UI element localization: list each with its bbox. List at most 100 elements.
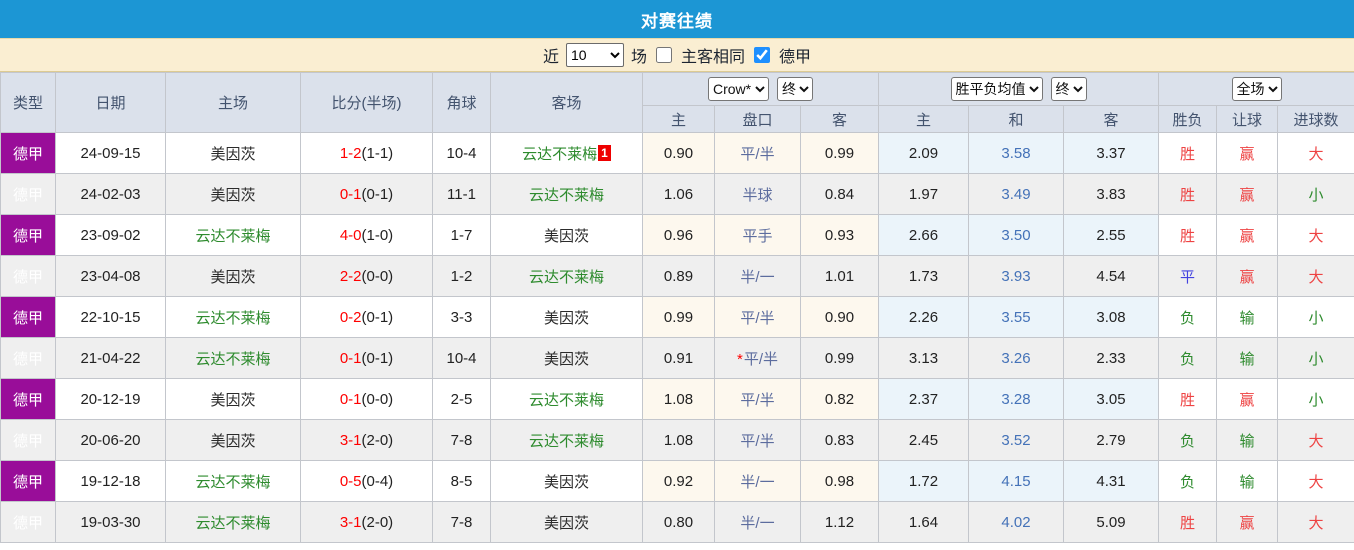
handicap-cell: *平/半 bbox=[714, 337, 801, 379]
table-row: 德甲 24-09-15 美因茨 1-2(1-1) 10-4 云达不莱梅 1 0.9… bbox=[0, 132, 1354, 174]
score-cell: 2-2(0-0) bbox=[300, 255, 433, 297]
league-checkbox[interactable] bbox=[754, 47, 771, 63]
col-header-away: 客场 bbox=[490, 72, 643, 133]
corners-cell: 10-4 bbox=[432, 132, 491, 174]
league-cell: 德甲 bbox=[0, 419, 56, 461]
col-header-ah-away: 客 bbox=[800, 105, 879, 133]
handicap-result-cell: 赢 bbox=[1216, 214, 1279, 256]
date-cell: 19-03-30 bbox=[55, 501, 166, 543]
odds-away-cell: 3.08 bbox=[1062, 296, 1160, 338]
away-team-cell: 云达不莱梅 bbox=[490, 173, 643, 215]
fulltime-score: 4-0 bbox=[339, 226, 362, 244]
handicap-result-cell: 赢 bbox=[1216, 132, 1279, 174]
ah-home-odds-cell: 0.91 bbox=[642, 337, 715, 379]
ah-home-odds-cell: 0.99 bbox=[642, 296, 715, 338]
corners-cell: 1-2 bbox=[432, 255, 491, 297]
table-row: 德甲 24-02-03 美因茨 0-1(0-1) 11-1 云达不莱梅 1.06… bbox=[0, 173, 1354, 215]
handicap-text: 平/半 bbox=[740, 145, 775, 163]
ah-away-odds-cell: 0.99 bbox=[800, 132, 879, 174]
col-header-home: 主场 bbox=[165, 72, 301, 133]
corners-cell: 7-8 bbox=[432, 419, 491, 461]
fulltime-score: 0-1 bbox=[339, 390, 362, 408]
odds-type-select[interactable]: 胜平负均值 bbox=[950, 77, 1043, 101]
odds-away-cell: 3.37 bbox=[1062, 132, 1160, 174]
odds-draw-cell: 3.58 bbox=[968, 132, 1064, 174]
halftime-score: (0-0) bbox=[361, 390, 394, 408]
ah-home-odds-cell: 0.90 bbox=[642, 132, 715, 174]
odds-draw-cell: 4.15 bbox=[968, 460, 1064, 502]
odds-away-cell: 3.05 bbox=[1062, 378, 1160, 420]
goals-result-cell: 大 bbox=[1277, 132, 1354, 174]
away-team-name: 云达不莱梅 bbox=[528, 391, 604, 409]
table-row: 德甲 19-12-18 云达不莱梅 0-5(0-4) 8-5 美因茨 0.92 … bbox=[0, 460, 1354, 502]
result-cell: 胜 bbox=[1158, 501, 1218, 543]
odds-home-cell: 3.13 bbox=[878, 337, 969, 379]
table-row: 德甲 20-12-19 美因茨 0-1(0-0) 2-5 云达不莱梅 1.08 … bbox=[0, 378, 1354, 420]
fulltime-score: 1-2 bbox=[339, 144, 362, 162]
corners-cell: 10-4 bbox=[432, 337, 491, 379]
league-cell: 德甲 bbox=[0, 501, 56, 543]
corners-cell: 11-1 bbox=[432, 173, 491, 215]
same-venue-checkbox[interactable] bbox=[656, 47, 672, 63]
halftime-score: (0-1) bbox=[361, 349, 394, 367]
league-cell: 德甲 bbox=[0, 337, 56, 379]
handicap-text: 平手 bbox=[742, 227, 773, 245]
odds-home-cell: 2.37 bbox=[878, 378, 969, 420]
league-cell: 德甲 bbox=[0, 132, 56, 174]
odds-away-cell: 5.09 bbox=[1062, 501, 1160, 543]
halftime-score: (0-4) bbox=[361, 472, 394, 490]
home-team-cell: 云达不莱梅 bbox=[165, 460, 301, 502]
odds-home-cell: 2.66 bbox=[878, 214, 969, 256]
page-title: 对赛往绩 bbox=[0, 0, 1354, 38]
away-team-name: 美因茨 bbox=[543, 473, 589, 491]
fulltime-score: 0-2 bbox=[339, 308, 362, 326]
handicap-text: 半/一 bbox=[740, 514, 775, 532]
halftime-score: (0-1) bbox=[361, 308, 394, 326]
table-row: 德甲 19-03-30 云达不莱梅 3-1(2-0) 7-8 美因茨 0.80 … bbox=[0, 501, 1354, 543]
goals-result-cell: 大 bbox=[1277, 214, 1354, 256]
euro-time-select[interactable]: 终 bbox=[1050, 77, 1087, 101]
asian-time-select[interactable]: 终 bbox=[777, 77, 813, 101]
near-label: 近 bbox=[542, 49, 559, 66]
handicap-text: 半/一 bbox=[740, 268, 775, 286]
col-header-score: 比分(半场) bbox=[300, 72, 433, 133]
away-team-badge: 1 bbox=[598, 144, 611, 161]
score-cell: 0-5(0-4) bbox=[300, 460, 433, 502]
away-team-name: 美因茨 bbox=[543, 514, 589, 532]
ah-away-odds-cell: 0.83 bbox=[800, 419, 879, 461]
odds-away-cell: 2.33 bbox=[1062, 337, 1160, 379]
away-team-cell: 云达不莱梅 bbox=[490, 255, 643, 297]
table-row: 德甲 21-04-22 云达不莱梅 0-1(0-1) 10-4 美因茨 0.91… bbox=[0, 337, 1354, 379]
home-team-cell: 美因茨 bbox=[165, 419, 301, 461]
result-cell: 负 bbox=[1158, 460, 1218, 502]
odds-home-cell: 1.97 bbox=[878, 173, 969, 215]
halftime-score: (0-0) bbox=[361, 267, 394, 285]
bookmaker-select[interactable]: Crow* bbox=[708, 77, 769, 101]
col-header-date: 日期 bbox=[55, 72, 166, 133]
date-cell: 24-02-03 bbox=[55, 173, 166, 215]
scope-select[interactable]: 全场 bbox=[1231, 77, 1282, 101]
goals-result-cell: 大 bbox=[1277, 460, 1354, 502]
away-team-name: 云达不莱梅 bbox=[528, 186, 604, 204]
result-cell: 负 bbox=[1158, 419, 1218, 461]
match-count-select[interactable]: 10 bbox=[565, 43, 624, 67]
league-cell: 德甲 bbox=[0, 460, 56, 502]
col-header-eu-away: 客 bbox=[1062, 105, 1160, 133]
date-cell: 20-12-19 bbox=[55, 378, 166, 420]
col-header-goals: 进球数 bbox=[1277, 105, 1354, 133]
col-header-ah-handicap: 盘口 bbox=[714, 105, 801, 133]
handicap-cell: 平/半 bbox=[714, 132, 801, 174]
corners-cell: 7-8 bbox=[432, 501, 491, 543]
result-cell: 平 bbox=[1158, 255, 1218, 297]
odds-draw-cell: 3.50 bbox=[968, 214, 1064, 256]
ah-home-odds-cell: 1.06 bbox=[642, 173, 715, 215]
away-team-name: 云达不莱梅 bbox=[528, 432, 604, 450]
odds-draw-cell: 3.49 bbox=[968, 173, 1064, 215]
table-row: 德甲 20-06-20 美因茨 3-1(2-0) 7-8 云达不莱梅 1.08 … bbox=[0, 419, 1354, 461]
odds-away-cell: 4.54 bbox=[1062, 255, 1160, 297]
ah-home-odds-cell: 0.92 bbox=[642, 460, 715, 502]
fulltime-score: 3-1 bbox=[339, 513, 362, 531]
handicap-cell: 平手 bbox=[714, 214, 801, 256]
header-group-row: 类型 日期 主场 比分(半场) 角球 客场 Crow* 终 胜平负均值 终 bbox=[0, 72, 1354, 133]
odds-away-cell: 3.83 bbox=[1062, 173, 1160, 215]
